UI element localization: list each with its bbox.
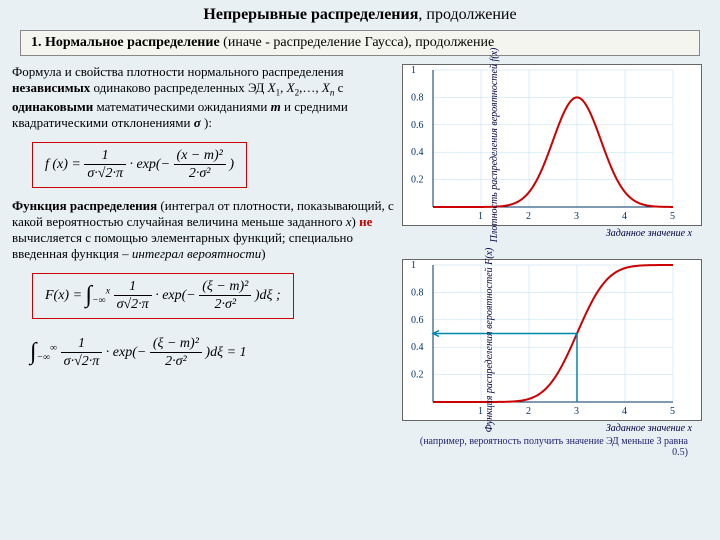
title-main: Непрерывные распределения [203, 6, 418, 23]
f2-mid: · exp(− [155, 288, 199, 303]
p1-d: X [268, 80, 276, 95]
f2-num1: 1 [114, 278, 152, 297]
formula-cdf: F(x) = ∫−∞x 1σ√2·π · exp(− (ξ − m)²2·σ² … [32, 273, 294, 319]
p1-g: математическими ожиданиями [93, 99, 270, 114]
svg-text:5: 5 [670, 211, 675, 222]
p1-k: ): [201, 115, 212, 130]
svg-text:3: 3 [574, 211, 579, 222]
p2-e: не [359, 214, 372, 229]
f2-den2: 2·σ² [199, 296, 251, 314]
svg-text:5: 5 [670, 406, 675, 417]
p1-b: независимых [12, 80, 90, 95]
footnote: (например, вероятность получить значение… [402, 434, 702, 458]
chart2-xlabel: Заданное значение x [402, 423, 702, 434]
svg-text:1: 1 [478, 406, 483, 417]
svg-text:0.4: 0.4 [411, 147, 424, 158]
f1-mid: · exp(− [129, 157, 173, 172]
f3-num2: (ξ − m)² [150, 335, 202, 354]
svg-text:0.6: 0.6 [411, 315, 424, 326]
svg-text:4: 4 [622, 406, 627, 417]
f1-lhs: f (x) = [45, 157, 84, 172]
p1-a: Формула и свойства плотности нормального… [12, 64, 344, 79]
svg-text:0.8: 0.8 [411, 92, 424, 103]
density-chart: Плотность распределения вероятностей f(x… [402, 64, 702, 226]
formula-norm: ∫−∞∞ 1σ·√2·π · exp(− (ξ − m)²2·σ² )dξ = … [18, 331, 259, 375]
p2-g: интеграл вероятности [132, 246, 261, 261]
f2-lhs: F(x) = [45, 288, 86, 303]
p2-h: ) [261, 246, 265, 261]
p1-c: одинаково распределенных ЭД [90, 80, 267, 95]
cdf-chart: Функция распределения вероятностей F(x) … [402, 259, 702, 421]
svg-text:0.8: 0.8 [411, 287, 424, 298]
f1-end: ) [229, 157, 234, 172]
f3-den1: σ·√2·π [61, 353, 103, 371]
p2-d: ) [352, 214, 360, 229]
svg-text:0.4: 0.4 [411, 342, 424, 353]
integral-icon-2: ∫ [30, 343, 37, 362]
p2-a: Функция распределения [12, 198, 157, 213]
p1-j: σ [194, 115, 201, 130]
p1-e: с [334, 80, 343, 95]
f2-end: )dξ ; [255, 288, 281, 303]
svg-text:0.6: 0.6 [411, 120, 424, 131]
svg-text:4: 4 [622, 211, 627, 222]
svg-text:0.2: 0.2 [411, 370, 424, 381]
svg-text:1: 1 [478, 211, 483, 222]
f3-mid: · exp(− [106, 345, 150, 360]
f1-den1: σ·√2·π [84, 165, 126, 183]
subtitle-suffix: , продолжение [408, 35, 494, 50]
svg-text:2: 2 [526, 211, 531, 222]
svg-text:1: 1 [411, 65, 416, 76]
paragraph-2: Функция распределения (интеграл от плотн… [12, 198, 402, 263]
f2-num2: (ξ − m)² [199, 278, 251, 297]
svg-text:0.2: 0.2 [411, 175, 424, 186]
subtitle-prefix: 1. Нормальное распределение [31, 35, 220, 50]
paragraph-1: Формула и свойства плотности нормального… [12, 64, 402, 132]
subtitle-box: 1. Нормальное распределение (иначе - рас… [20, 30, 700, 56]
f2-den1: σ√2·π [114, 296, 152, 314]
f3-num1: 1 [61, 335, 103, 354]
content-row: Формула и свойства плотности нормального… [0, 60, 720, 462]
title-suffix: , продолжение [418, 6, 516, 23]
chart2-ylabel: Функция распределения вероятностей F(x) [484, 248, 495, 433]
svg-text:3: 3 [574, 406, 579, 417]
page-title: Непрерывные распределения, продолжение [0, 0, 720, 26]
f1-den2: 2·σ² [174, 165, 226, 183]
p1-h: m [271, 99, 281, 114]
svg-text:2: 2 [526, 406, 531, 417]
subtitle-mid: (иначе - распределение Гаусса) [220, 35, 409, 50]
right-column: Плотность распределения вероятностей f(x… [402, 64, 702, 458]
chart1-xlabel: Заданное значение x [402, 228, 702, 239]
chart1-ylabel: Плотность распределения вероятностей f(x… [489, 48, 500, 243]
left-column: Формула и свойства плотности нормального… [12, 64, 402, 458]
p1-f: одинаковыми [12, 99, 93, 114]
f3-den2: 2·σ² [150, 353, 202, 371]
f1-num2: (x − m)² [174, 147, 226, 166]
f3-end: )dξ = 1 [205, 345, 246, 360]
f1-num1: 1 [84, 147, 126, 166]
svg-text:1: 1 [411, 260, 416, 271]
formula-density: f (x) = 1σ·√2·π · exp(− (x − m)²2·σ² ) [32, 142, 247, 188]
